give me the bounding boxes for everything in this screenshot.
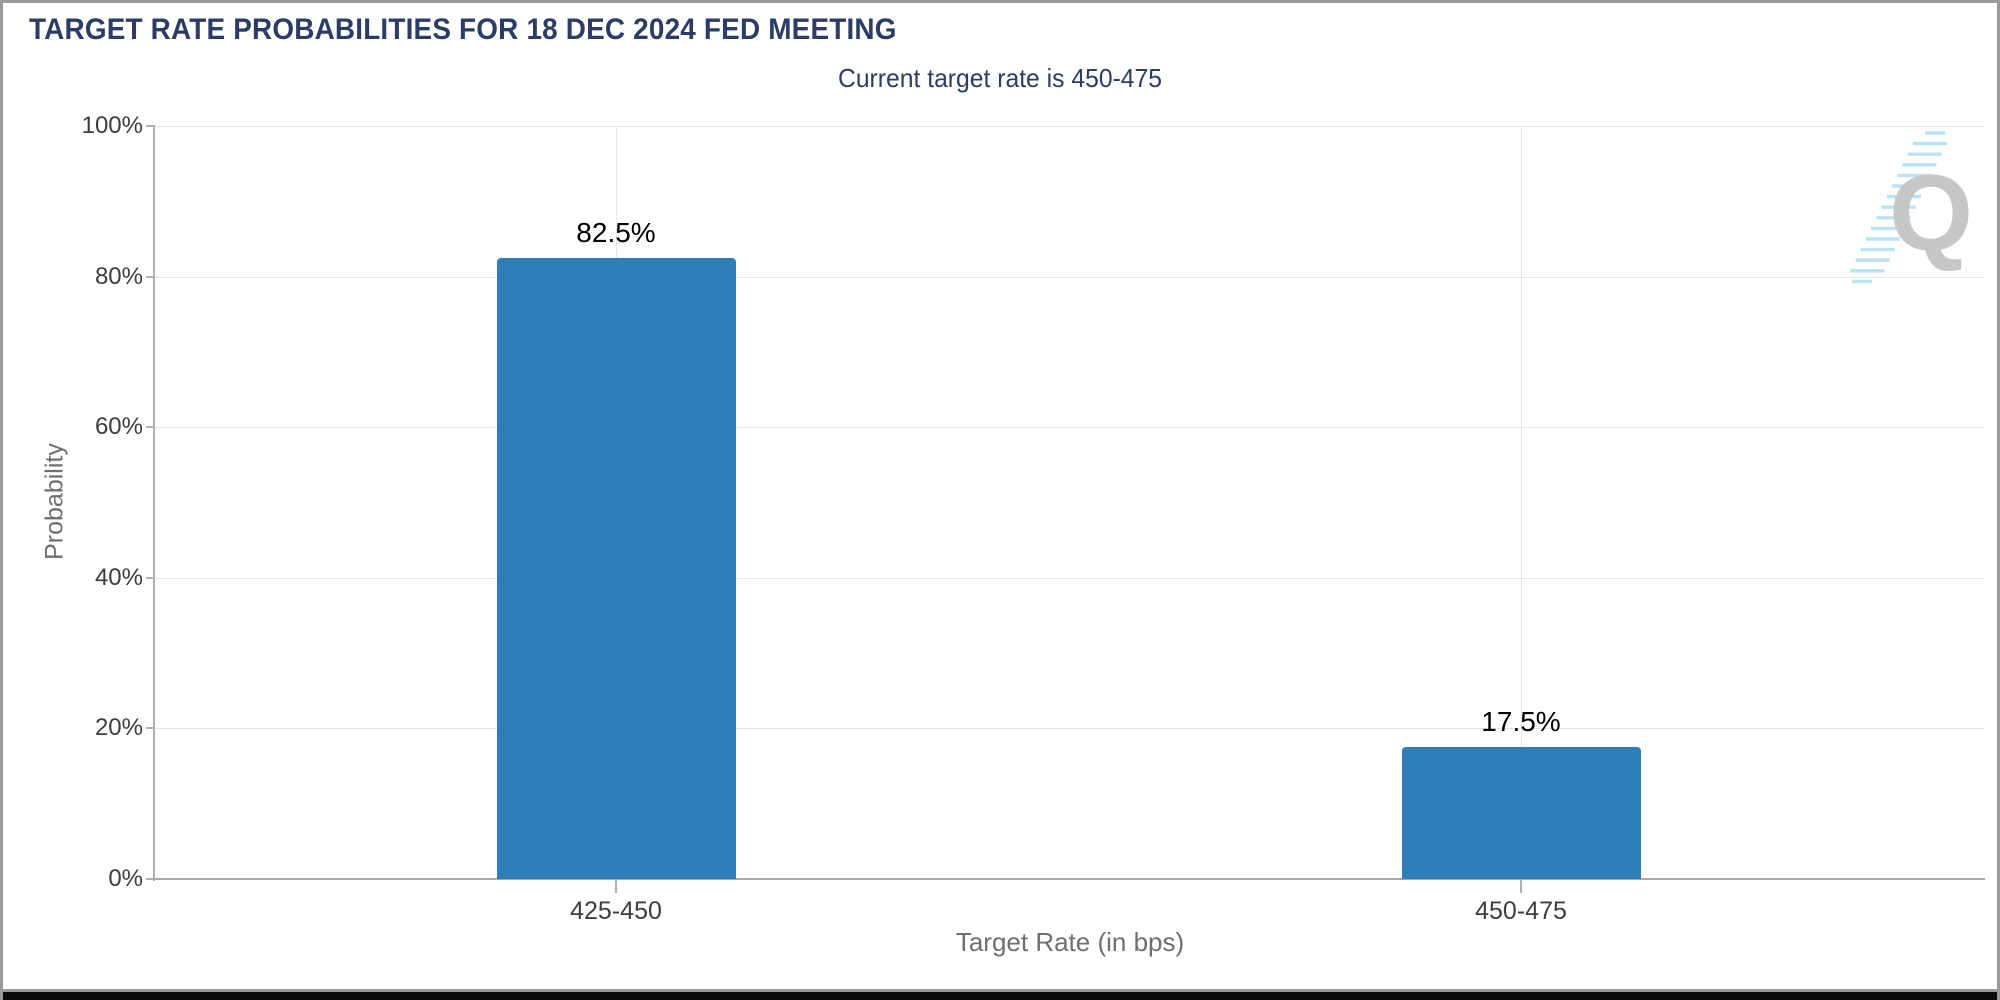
y-axis-tick	[146, 125, 155, 127]
y-axis-tick-label: 40%	[94, 564, 143, 591]
bar-450-475[interactable]	[1402, 747, 1641, 879]
y-axis-tick	[146, 878, 155, 880]
bar-value-label: 17.5%	[1481, 706, 1561, 737]
gridline-horizontal	[155, 728, 1985, 729]
chart-title: TARGET RATE PROBABILITIES FOR 18 DEC 202…	[29, 13, 897, 46]
y-axis-title: Probability	[40, 443, 69, 560]
y-axis-tick-label: 100%	[81, 112, 143, 139]
y-axis-tick	[146, 577, 155, 579]
chart-subtitle: Current target rate is 450-475	[837, 63, 1163, 93]
watermark-stripes-icon	[1850, 131, 1947, 284]
gridline-vertical	[1521, 126, 1522, 879]
frame-bottom-edge	[3, 989, 1997, 1000]
bar-value-label: 82.5%	[576, 217, 656, 248]
y-axis-tick	[146, 727, 155, 729]
gridline-horizontal	[155, 277, 1985, 278]
x-axis-title: Target Rate (in bps)	[955, 927, 1185, 957]
y-axis-tick-label: 20%	[94, 714, 143, 741]
gridline-horizontal	[155, 427, 1985, 428]
x-axis-category-label: 425-450	[570, 897, 662, 925]
watermark-logo: Q	[1849, 125, 1973, 305]
gridline-horizontal	[155, 126, 1985, 127]
x-axis-tick	[615, 880, 617, 893]
y-axis-line	[153, 126, 155, 881]
y-axis-tick-label: 0%	[108, 865, 143, 892]
gridline-horizontal	[155, 578, 1985, 579]
x-axis-category-label: 450-475	[1475, 897, 1567, 925]
y-axis-tick	[146, 426, 155, 428]
y-axis-tick	[146, 276, 155, 278]
bar-425-450[interactable]	[497, 258, 736, 879]
y-axis-tick-label: 60%	[94, 413, 143, 440]
watermark-q-letter: Q	[1889, 152, 1974, 273]
y-axis-tick-label: 80%	[94, 263, 143, 290]
x-axis-tick	[1520, 880, 1522, 893]
x-axis-line	[153, 878, 1985, 880]
